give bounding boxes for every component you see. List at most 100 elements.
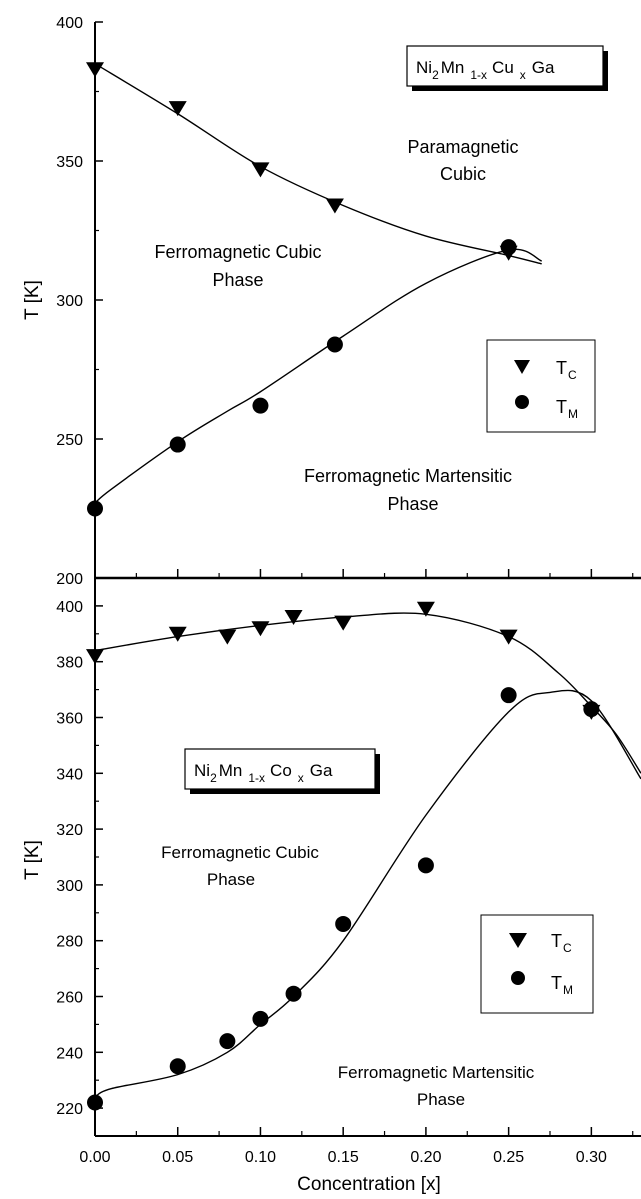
top-plot-area: 200 250 300 350 400	[56, 15, 641, 588]
top-legend-tm-sub: M	[568, 407, 578, 421]
top-tm-point-1	[169, 436, 186, 453]
top-tm-point-4	[500, 239, 517, 256]
bottom-tm-point-6	[417, 857, 434, 874]
top-tm-point-3	[326, 336, 343, 353]
bottom-y-tick-label-0: 220	[56, 1101, 83, 1118]
bottom-formula-ga: Ga	[310, 761, 333, 780]
top-formula-box: Ni2 Mn 1-x Cu x Ga	[406, 45, 608, 91]
top-formula-text: Ni2 Mn 1-x Cu x Ga	[416, 58, 555, 82]
top-ferro-martensitic-label: Ferromagnetic Martensitic	[304, 466, 512, 486]
top-formula-ni: Ni	[416, 58, 432, 77]
top-legend-tc-sub: C	[568, 368, 577, 382]
bottom-legend-circle-marker	[511, 971, 525, 985]
bottom-formula-co: Co	[270, 761, 292, 780]
bottom-ferro-martensitic-label: Ferromagnetic Martensitic	[338, 1063, 535, 1082]
bottom-y-tick-label-3: 280	[56, 934, 83, 951]
bottom-formula-ni-sub: 2	[210, 771, 217, 785]
bottom-x-tick-label-2: 0.10	[245, 1149, 276, 1166]
bottom-tc-point-1	[168, 626, 187, 642]
top-tc-point-1	[168, 101, 187, 117]
bottom-tm-point-0	[87, 1094, 103, 1111]
bottom-data-points	[86, 601, 601, 1111]
bottom-tc-point-3	[251, 621, 270, 637]
top-formula-cu-sub: x	[520, 68, 526, 82]
bottom-legend-tm-label: TM	[551, 973, 573, 997]
bottom-tm-point-4	[285, 985, 302, 1002]
bottom-formula-mn: Mn	[219, 761, 243, 780]
bottom-legend: TC TM	[480, 914, 594, 1014]
top-legend-triangle-marker	[514, 360, 530, 374]
top-fit-curves	[94, 63, 543, 504]
bottom-x-tick-label-5: 0.25	[493, 1149, 524, 1166]
bottom-tc-point-4	[284, 610, 303, 626]
bottom-x-axis-label: Concentration [x]	[297, 1174, 441, 1195]
bottom-y-tick-label-2: 260	[56, 990, 83, 1007]
bottom-formula-co-sub: x	[298, 771, 304, 785]
top-paramagnetic-label: Paramagnetic	[407, 137, 518, 157]
top-y-tick-label-1: 250	[56, 432, 83, 449]
bottom-legend-tc-sub: C	[563, 941, 572, 955]
bottom-y-tick-label-9: 400	[56, 599, 83, 616]
bottom-y-tick-label-1: 240	[56, 1045, 83, 1062]
bottom-y-tick-label-7: 360	[56, 711, 83, 728]
top-y-axis-label: T [K]	[22, 280, 43, 320]
bottom-tc-point-2	[218, 629, 237, 645]
bottom-fit-curves	[94, 612, 641, 1098]
top-legend-tc-label: TC	[556, 358, 577, 382]
top-y-tick-label-2: 300	[56, 293, 83, 310]
bottom-y-ticks: 220 240 260 280 300 320 340 360 380 400	[56, 599, 103, 1118]
top-data-points	[86, 62, 518, 517]
bottom-tm-point-8	[583, 701, 600, 718]
bottom-fit-curve-tc	[94, 612, 641, 774]
bottom-x-tick-label-6: 0.30	[576, 1149, 607, 1166]
top-tc-point-0	[86, 62, 104, 78]
top-legend-circle-marker	[515, 395, 529, 409]
top-formula-mn-sub: 1-x	[470, 68, 487, 82]
bottom-x-tick-label-0: 0.00	[79, 1149, 110, 1166]
bottom-ferro-cubic-phase-label: Phase	[207, 870, 255, 889]
bottom-panel: 0.00 0.05 0.10 0.15 0.20 0.25 0.30 220 240 260 28…	[22, 578, 641, 1195]
bottom-formula-box: Ni2 Mn 1-x Co x Ga	[184, 748, 380, 794]
bottom-y-tick-label-8: 380	[56, 655, 83, 672]
bottom-legend-tm-sub: M	[563, 983, 573, 997]
top-y-tick-label-3: 350	[56, 154, 83, 171]
bottom-plot-area: 0.00 0.05 0.10 0.15 0.20 0.25 0.30 220 240 260 28…	[56, 578, 641, 1166]
bottom-y-tick-label-6: 340	[56, 766, 83, 783]
top-y-tick-label-4: 400	[56, 15, 83, 32]
top-tm-point-0	[87, 500, 103, 517]
bottom-x-ticks: 0.00 0.05 0.10 0.15 0.20 0.25 0.30	[79, 1127, 634, 1166]
bottom-tc-point-7	[499, 629, 518, 645]
top-tc-point-2	[251, 162, 270, 178]
top-formula-cu: Cu	[492, 58, 514, 77]
top-formula-ni-sub: 2	[432, 68, 439, 82]
top-y-tick-label-0: 200	[56, 571, 83, 588]
bottom-tm-point-1	[169, 1058, 186, 1075]
bottom-legend-tc-main: T	[551, 931, 562, 951]
bottom-y-axis-label: T [K]	[22, 840, 43, 880]
top-fit-curve-tm	[94, 248, 543, 504]
top-formula-ga: Ga	[532, 58, 555, 77]
top-legend-tm-main: T	[556, 397, 567, 417]
bottom-fit-curve-tm	[94, 689, 641, 1098]
bottom-y-tick-label-5: 320	[56, 822, 83, 839]
bottom-x-tick-label-1: 0.05	[162, 1149, 193, 1166]
bottom-tm-point-5	[335, 915, 352, 932]
bottom-y-tick-label-4: 300	[56, 878, 83, 895]
top-y-ticks: 200 250 300 350 400	[56, 15, 103, 588]
bottom-ferro-martensitic-phase-label: Phase	[417, 1090, 465, 1109]
bottom-tc-point-0	[86, 649, 104, 665]
top-legend: TC TM	[486, 339, 596, 433]
top-x-ticks	[94, 569, 634, 578]
bottom-formula-text: Ni2 Mn 1-x Co x Ga	[194, 761, 333, 785]
top-panel: 200 250 300 350 400 T [K] Ni2 Mn 1-x Cu x Ga Para…	[22, 15, 641, 588]
bottom-x-tick-label-4: 0.20	[410, 1149, 441, 1166]
top-ferro-cubic-label: Ferromagnetic Cubic	[154, 242, 321, 262]
top-tc-point-3	[325, 198, 344, 214]
top-legend-tm-label: TM	[556, 397, 578, 421]
bottom-formula-mn-sub: 1-x	[248, 771, 265, 785]
top-paramagnetic-cubic-label: Cubic	[440, 164, 486, 184]
top-ferro-cubic-phase-label: Phase	[212, 270, 263, 290]
bottom-formula-ni: Ni	[194, 761, 210, 780]
bottom-tm-point-3	[252, 1010, 269, 1027]
